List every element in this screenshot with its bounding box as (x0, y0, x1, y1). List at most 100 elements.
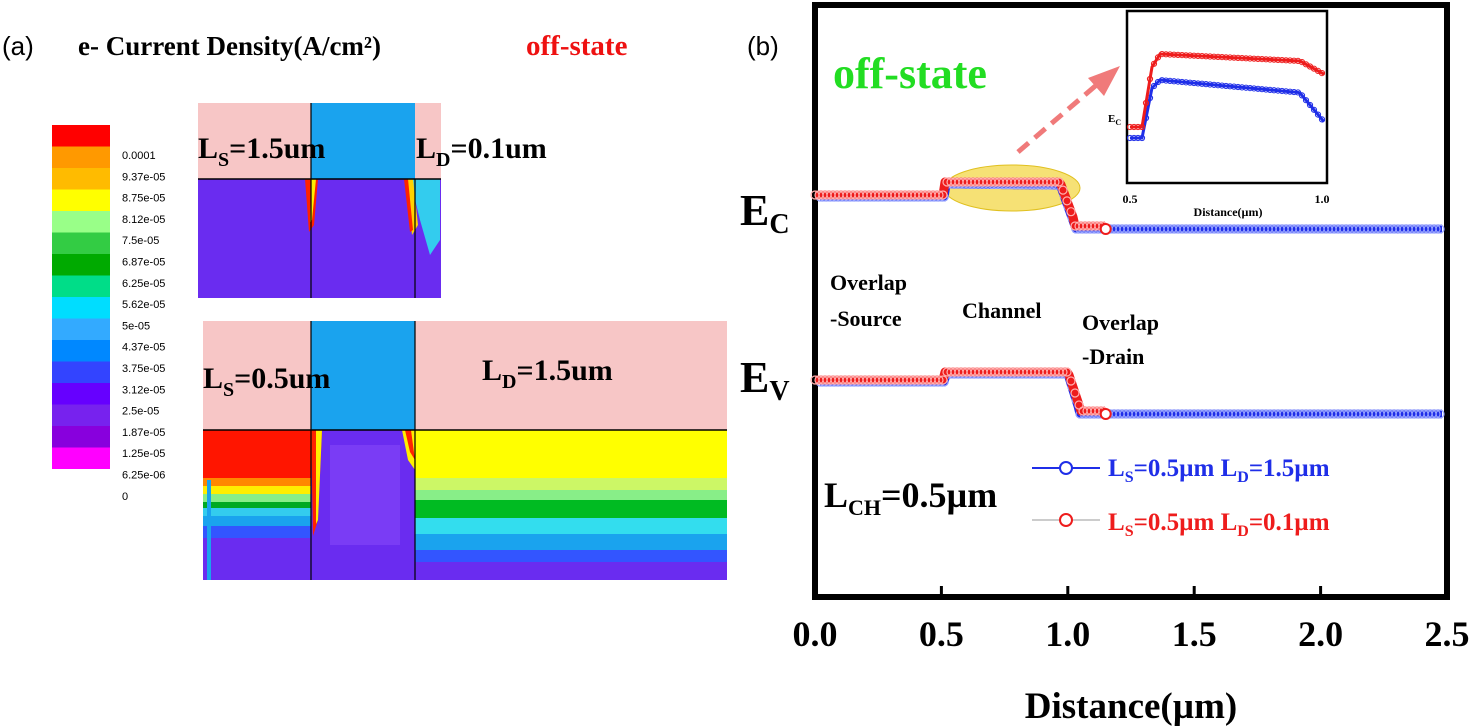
svg-text:LD=1.5um: LD=1.5um (482, 354, 613, 393)
legend-swatch (52, 275, 110, 297)
inset-curves (1126, 51, 1326, 142)
ev-sub: V (769, 376, 789, 407)
top-ls-label: L (198, 132, 218, 165)
bottom-ld-value: =1.5um (516, 354, 612, 387)
legend-swatch (52, 254, 110, 276)
x-tick-label: 2.0 (1298, 614, 1343, 654)
legend-swatch (52, 146, 110, 168)
svg-text:LD=0.1um: LD=0.1um (416, 132, 547, 171)
top-ld-value: =0.1um (450, 132, 546, 165)
legend-value: 0.0001 (122, 150, 156, 162)
legend-swatch (52, 232, 110, 254)
legend-red-p3: D (1237, 523, 1249, 540)
lch-value: =0.5µm (881, 475, 997, 515)
region-drain-line1: Overlap (1082, 310, 1159, 335)
legend-swatch (52, 383, 110, 405)
inset-ylabel-sub: C (1115, 118, 1121, 127)
bottom-ls-sub: S (223, 379, 234, 401)
x-tick-label: 2.5 (1425, 614, 1470, 654)
legend-swatch (52, 404, 110, 426)
legend-swatch (52, 361, 110, 383)
plot-frame (812, 2, 1450, 600)
legend-value: 6.25e-06 (122, 470, 165, 482)
legend-blue-p4: =1.5µm (1249, 455, 1330, 482)
legend-value: 2.5e-05 (122, 406, 159, 418)
top-device-body (198, 179, 441, 298)
svg-text:LS=0.5µm LD=1.5µm: LS=0.5µm LD=1.5µm (1108, 455, 1330, 486)
top-ls-value: =1.5um (229, 132, 325, 165)
panel-a-label: (a) (2, 31, 34, 61)
legend-value: 3.75e-05 (122, 363, 165, 375)
color-legend: 0.0001 9.37e-05 8.75e-05 8.12e-05 7.5e-05 6.8… (52, 125, 165, 503)
inset-xtick-0: 0.5 (1123, 192, 1138, 206)
svg-text:LS=0.5um: LS=0.5um (203, 362, 330, 401)
legend-blue-p3: D (1237, 469, 1249, 486)
legend-entry-blue: LS=0.5µm LD=1.5µm (1032, 455, 1330, 486)
x-axis-ticks: 0.0 0.5 1.0 1.5 2.0 2.5 (793, 586, 1470, 654)
bottom-ls-value: =0.5um (234, 362, 330, 395)
panel-b-state: off-state (833, 49, 987, 98)
ev-label: E (740, 353, 769, 402)
legend-swatch (52, 211, 110, 233)
legend-value: 8.12e-05 (122, 214, 165, 226)
plot-legend: LS=0.5µm LD=1.5µm LS=0.5µm LD=0.1µm (1032, 455, 1330, 540)
inset-xlabel: Distance(µm) (1194, 205, 1263, 219)
lch-label: L (824, 475, 848, 515)
legend-swatch (52, 297, 110, 319)
region-channel: Channel (962, 298, 1041, 323)
legend-red-p1: S (1125, 523, 1134, 540)
panel-a-state: off-state (526, 30, 628, 62)
legend-value: 0 (122, 491, 128, 503)
inset-xtick-1: 1.0 (1315, 192, 1330, 206)
x-tick-label: 1.0 (1045, 614, 1090, 654)
x-axis-label: Distance(µm) (1025, 686, 1237, 726)
ec-label: E (740, 186, 769, 235)
legend-swatch (52, 447, 110, 469)
top-ld-sub: D (436, 149, 450, 171)
legend-red-p4: =0.1µm (1249, 509, 1330, 536)
bottom-ld-sub: D (502, 371, 516, 393)
legend-entry-red: LS=0.5µm LD=0.1µm (1032, 509, 1330, 540)
x-tick-label: 0.0 (793, 614, 838, 654)
top-ld-label: L (416, 132, 436, 165)
legend-value: 9.37e-05 (122, 171, 165, 183)
svg-text:EC: EC (740, 186, 790, 240)
bottom-ls-label: L (203, 362, 223, 395)
legend-value: 4.37e-05 (122, 342, 165, 354)
legend-value: 8.75e-05 (122, 193, 165, 205)
ec-sub: C (769, 209, 789, 240)
legend-value: 7.5e-05 (122, 235, 159, 247)
legend-blue-p1: S (1125, 469, 1134, 486)
svg-text:EC: EC (1108, 113, 1121, 127)
panel-a-title: e- Current Density(A/cm²) (78, 31, 381, 61)
legend-red-p0: L (1108, 509, 1125, 536)
region-source-line1: Overlap (830, 270, 907, 295)
top-ls-sub: S (218, 149, 229, 171)
lch-sub: CH (848, 495, 881, 520)
inset-plot: EC 0.5 1.0 Distance(µm) (1108, 9, 1330, 219)
legend-swatch (52, 426, 110, 448)
svg-text:LCH=0.5µm: LCH=0.5µm (824, 475, 997, 520)
legend-swatch (52, 189, 110, 211)
legend-swatch (52, 125, 110, 147)
bottom-device-gate (311, 321, 415, 430)
svg-text:EV: EV (740, 353, 790, 407)
inset-ylabel: E (1108, 113, 1115, 125)
inset-pointer-arrow (1016, 66, 1120, 154)
legend-value: 1.25e-05 (122, 448, 165, 460)
inset-frame (1125, 9, 1329, 185)
legend-blue-p0: L (1108, 455, 1125, 482)
legend-value: 5e-05 (122, 320, 150, 332)
band-curves (810, 177, 1445, 420)
svg-text:LS=1.5um: LS=1.5um (198, 132, 325, 171)
top-device-gate (311, 103, 415, 179)
legend-value: 6.25e-05 (122, 278, 165, 290)
x-tick-label: 0.5 (919, 614, 964, 654)
svg-text:LS=0.5µm LD=0.1µm: LS=0.5µm LD=0.1µm (1108, 509, 1330, 540)
bottom-device-overlap (203, 321, 727, 430)
bottom-ld-label: L (482, 354, 502, 387)
legend-value: 3.12e-05 (122, 384, 165, 396)
bottom-device: LS=0.5um LD=1.5um (203, 321, 727, 580)
legend-swatch (52, 318, 110, 340)
